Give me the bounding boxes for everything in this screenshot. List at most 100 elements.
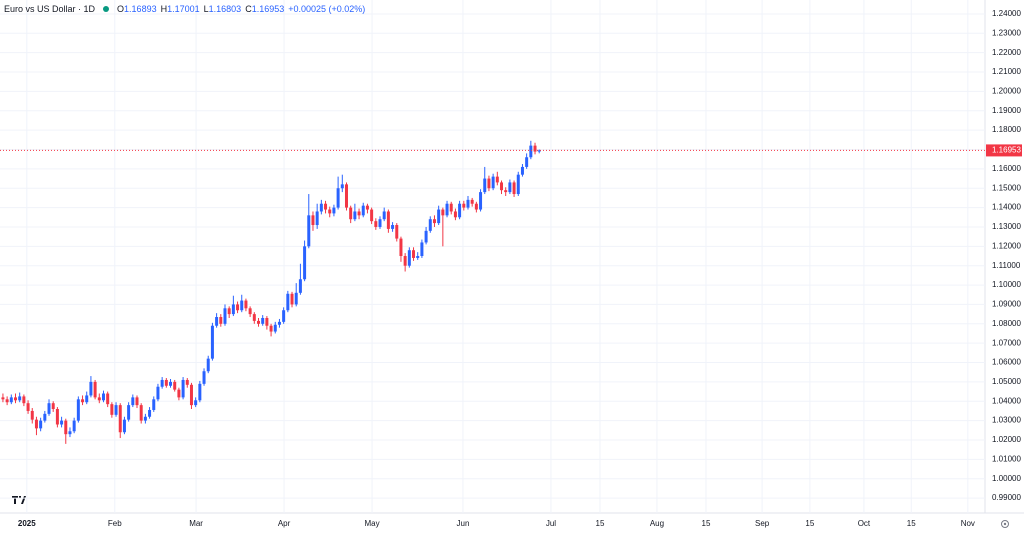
y-tick-label: 1.00000 xyxy=(992,474,1021,483)
candle-body xyxy=(110,404,114,415)
candle-body xyxy=(520,166,524,175)
candle-body xyxy=(51,403,55,410)
candle-body xyxy=(72,420,76,432)
candle-body xyxy=(382,211,386,220)
candle-body xyxy=(85,395,89,403)
y-tick-label: 1.20000 xyxy=(992,87,1021,96)
x-tick-label: Jun xyxy=(457,519,470,528)
settings-icon[interactable] xyxy=(1001,520,1009,528)
candle-body xyxy=(391,225,395,229)
candle-body xyxy=(1,397,5,400)
candle-body xyxy=(357,211,361,216)
candle-body xyxy=(34,419,38,429)
candle-body xyxy=(22,396,26,404)
candle-body xyxy=(424,230,428,243)
y-tick-label: 1.13000 xyxy=(992,222,1021,231)
candle-body xyxy=(340,184,344,189)
candle-body xyxy=(441,209,445,216)
value: 1.16953 xyxy=(251,4,285,14)
candle-body xyxy=(395,225,399,239)
candle-body xyxy=(9,397,13,403)
candle-body xyxy=(139,405,143,421)
candle-body xyxy=(282,310,286,322)
candle-body xyxy=(290,293,294,305)
candle-body xyxy=(244,300,248,309)
ohlc-high: H1.17001 xyxy=(161,4,200,14)
candle-body xyxy=(374,221,378,227)
candle-body xyxy=(89,381,93,396)
y-tick-label: 1.21000 xyxy=(992,67,1021,76)
candle-body xyxy=(487,178,491,189)
candle-body xyxy=(152,399,156,410)
candle-body xyxy=(93,381,97,398)
candle-body xyxy=(298,279,302,293)
candle-body xyxy=(131,397,135,406)
candle-body xyxy=(60,420,64,425)
candle-body xyxy=(349,207,353,220)
candle-body xyxy=(261,317,265,324)
candle-body xyxy=(470,199,474,204)
candle-body xyxy=(516,174,520,195)
candle-body xyxy=(365,205,369,210)
x-tick-label: 15 xyxy=(907,519,916,528)
y-tick-label: 1.03000 xyxy=(992,416,1021,425)
candle-body xyxy=(370,209,374,222)
candle-body xyxy=(420,242,424,257)
candle-body xyxy=(223,308,227,324)
x-tick-label: Nov xyxy=(961,519,975,528)
candle-body xyxy=(68,431,72,435)
candle-body xyxy=(5,399,9,403)
candle-body xyxy=(412,250,416,258)
candle-body xyxy=(257,320,261,324)
x-tick-label: 15 xyxy=(596,519,605,528)
legend-header: Euro vs US Dollar · 1D O1.16893 H1.17001… xyxy=(4,4,365,14)
symbol-title: Euro vs US Dollar · 1D xyxy=(4,4,96,14)
candle-body xyxy=(26,403,30,411)
y-tick-label: 1.14000 xyxy=(992,203,1021,212)
candle-body xyxy=(64,420,68,435)
candle-body xyxy=(101,393,105,401)
y-tick-label: 1.09000 xyxy=(992,300,1021,309)
candle-body xyxy=(156,386,160,400)
candle-body xyxy=(495,176,499,183)
candle-body xyxy=(307,215,311,247)
candle-body xyxy=(466,199,470,208)
candle-body xyxy=(143,416,147,421)
candle-body xyxy=(437,209,441,224)
candle-body xyxy=(18,396,22,401)
candle-body xyxy=(483,178,487,193)
y-tick-label: 1.19000 xyxy=(992,106,1021,115)
x-tick-label: Apr xyxy=(278,519,291,528)
grid xyxy=(0,0,985,513)
candle-body xyxy=(529,145,533,158)
candle-body xyxy=(328,209,332,214)
ohlc-low: L1.16803 xyxy=(204,4,242,14)
candle-body xyxy=(294,292,298,305)
x-tick-label: Mar xyxy=(189,519,203,528)
candle-body xyxy=(432,219,436,224)
candle-body xyxy=(148,409,152,417)
y-tick-label: 1.15000 xyxy=(992,183,1021,192)
y-tick-label: 1.02000 xyxy=(992,435,1021,444)
candle-body xyxy=(449,203,453,212)
candle-body xyxy=(445,203,449,216)
x-tick-label: Feb xyxy=(108,519,122,528)
candle-body xyxy=(206,358,210,372)
x-tick-label: 2025 xyxy=(18,519,36,528)
candle-body xyxy=(504,190,508,193)
tv-logo xyxy=(12,496,26,504)
y-tick-label: 1.11000 xyxy=(992,261,1021,270)
candle-body xyxy=(273,324,277,332)
candle-body xyxy=(227,308,231,315)
candle-body xyxy=(185,379,189,385)
label: H xyxy=(160,4,168,14)
candle-body xyxy=(194,400,198,406)
candle-body xyxy=(324,203,328,210)
candle-body xyxy=(286,293,290,311)
x-tick-label: 15 xyxy=(702,519,711,528)
y-tick-label: 1.18000 xyxy=(992,125,1021,134)
candle-body xyxy=(336,188,340,208)
candle-body xyxy=(403,256,407,266)
candle-body xyxy=(265,317,269,326)
